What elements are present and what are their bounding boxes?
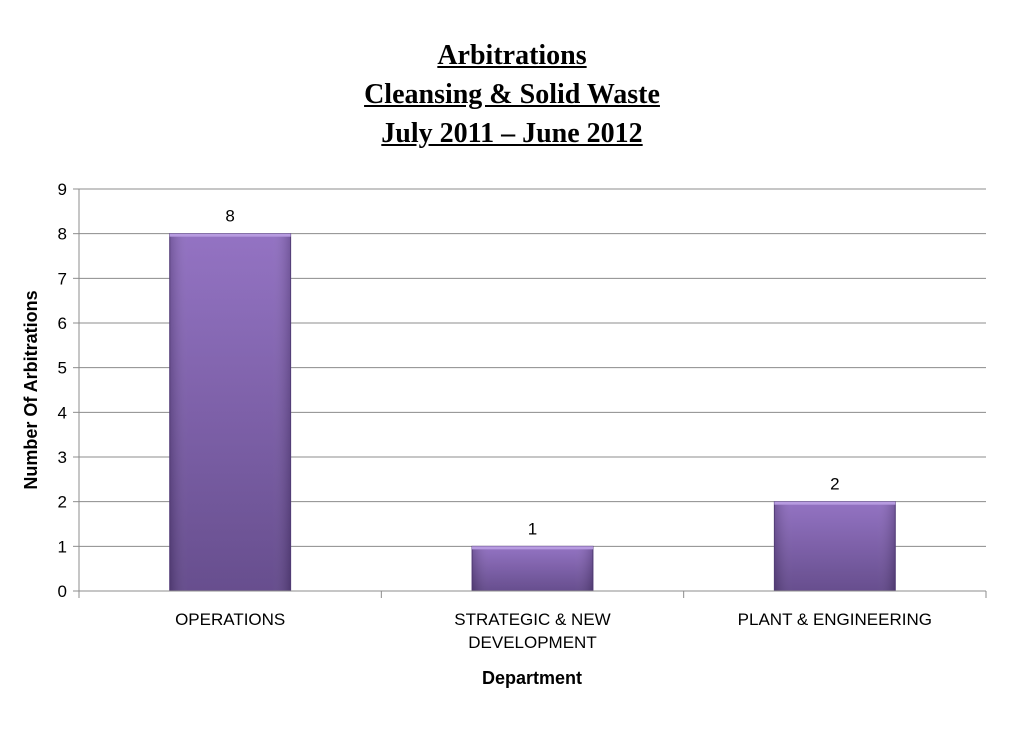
x-category-label: OPERATIONS xyxy=(175,610,285,629)
y-tick-label: 0 xyxy=(58,582,67,601)
bar xyxy=(773,501,896,592)
bar-highlight xyxy=(774,501,896,505)
y-tick-label: 2 xyxy=(58,493,67,512)
data-label: 2 xyxy=(830,475,839,494)
bar-sheen xyxy=(169,233,291,591)
data-label: 1 xyxy=(528,519,537,538)
y-axis-title: Number Of Arbitrations xyxy=(21,290,41,489)
axes xyxy=(73,188,987,598)
bar xyxy=(471,545,594,592)
y-tick-label: 4 xyxy=(58,403,67,422)
y-tick-label: 5 xyxy=(58,359,67,378)
y-tick-label: 1 xyxy=(58,537,67,556)
bars xyxy=(169,233,896,592)
y-tick-label: 3 xyxy=(58,448,67,467)
y-tick-label: 7 xyxy=(58,269,67,288)
y-tick-label: 6 xyxy=(58,314,67,333)
y-tick-label: 9 xyxy=(58,180,67,199)
chart-title-line-1: Arbitrations xyxy=(437,40,587,71)
bar xyxy=(169,233,292,592)
bar-highlight xyxy=(472,546,593,550)
x-category-label: PLANT & ENGINEERING xyxy=(738,610,932,629)
bar-sheen xyxy=(774,501,896,591)
bar-highlight xyxy=(169,233,291,237)
chart-title: Arbitrations Cleansing & Solid Waste Jul… xyxy=(0,36,1024,153)
x-category-label: DEVELOPMENT xyxy=(468,633,596,652)
bar-sheen xyxy=(472,546,593,591)
labels: 0 1 2 3 4 5 6 7 8 9 8 OPERATIONS 1 STRATEGIC & NEW DEV… xyxy=(58,180,932,652)
x-category-label: STRATEGIC & NEW xyxy=(454,610,610,629)
x-axis-title: Department xyxy=(482,668,582,688)
data-label: 8 xyxy=(225,207,234,226)
chart-title-line-3: July 2011 – June 2012 xyxy=(381,118,643,149)
y-tick-label: 8 xyxy=(58,225,67,244)
chart-title-line-2: Cleansing & Solid Waste xyxy=(364,79,660,110)
